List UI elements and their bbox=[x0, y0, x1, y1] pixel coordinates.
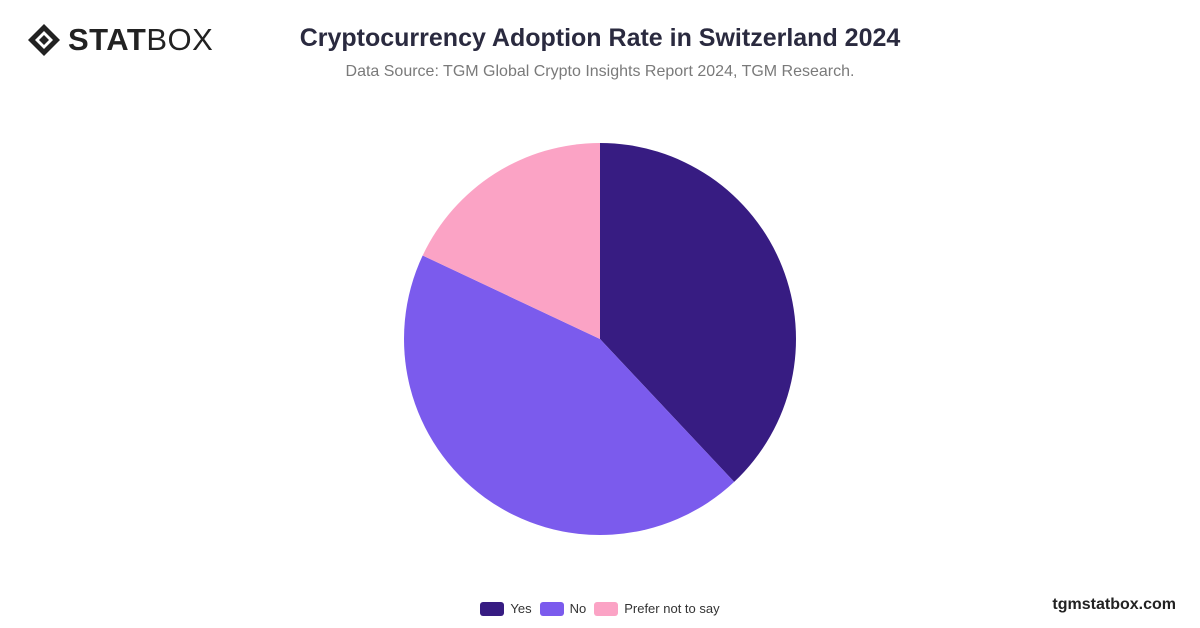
legend-label: Prefer not to say bbox=[624, 601, 720, 616]
legend-swatch bbox=[480, 601, 505, 616]
statbox-logo: STATBOX bbox=[26, 22, 213, 58]
chart-legend: Yes No Prefer not to say bbox=[0, 601, 1200, 616]
legend-item-prefer-not-to-say[interactable]: Prefer not to say bbox=[594, 601, 720, 616]
legend-swatch bbox=[594, 601, 619, 616]
chart-title: Cryptocurrency Adoption Rate in Switzerl… bbox=[299, 24, 901, 52]
chart-subtitle: Data Source: TGM Global Crypto Insights … bbox=[345, 63, 855, 80]
legend-item-no[interactable]: No bbox=[539, 601, 587, 616]
logo-text-bold: STAT bbox=[68, 22, 147, 57]
watermark: tgmstatbox.com bbox=[1052, 596, 1176, 613]
pie-slice-prefer-not-to-say bbox=[422, 143, 600, 339]
legend-label: No bbox=[569, 601, 587, 616]
logo-text: STATBOX bbox=[68, 22, 213, 58]
legend-swatch bbox=[539, 601, 564, 616]
pie-slice-no bbox=[404, 255, 735, 536]
statbox-diamond-icon bbox=[28, 24, 60, 56]
legend-item-yes[interactable]: Yes bbox=[480, 601, 532, 616]
logo-text-light: BOX bbox=[146, 22, 214, 57]
legend-label: Yes bbox=[510, 601, 532, 616]
pie-slice-yes bbox=[600, 143, 796, 482]
